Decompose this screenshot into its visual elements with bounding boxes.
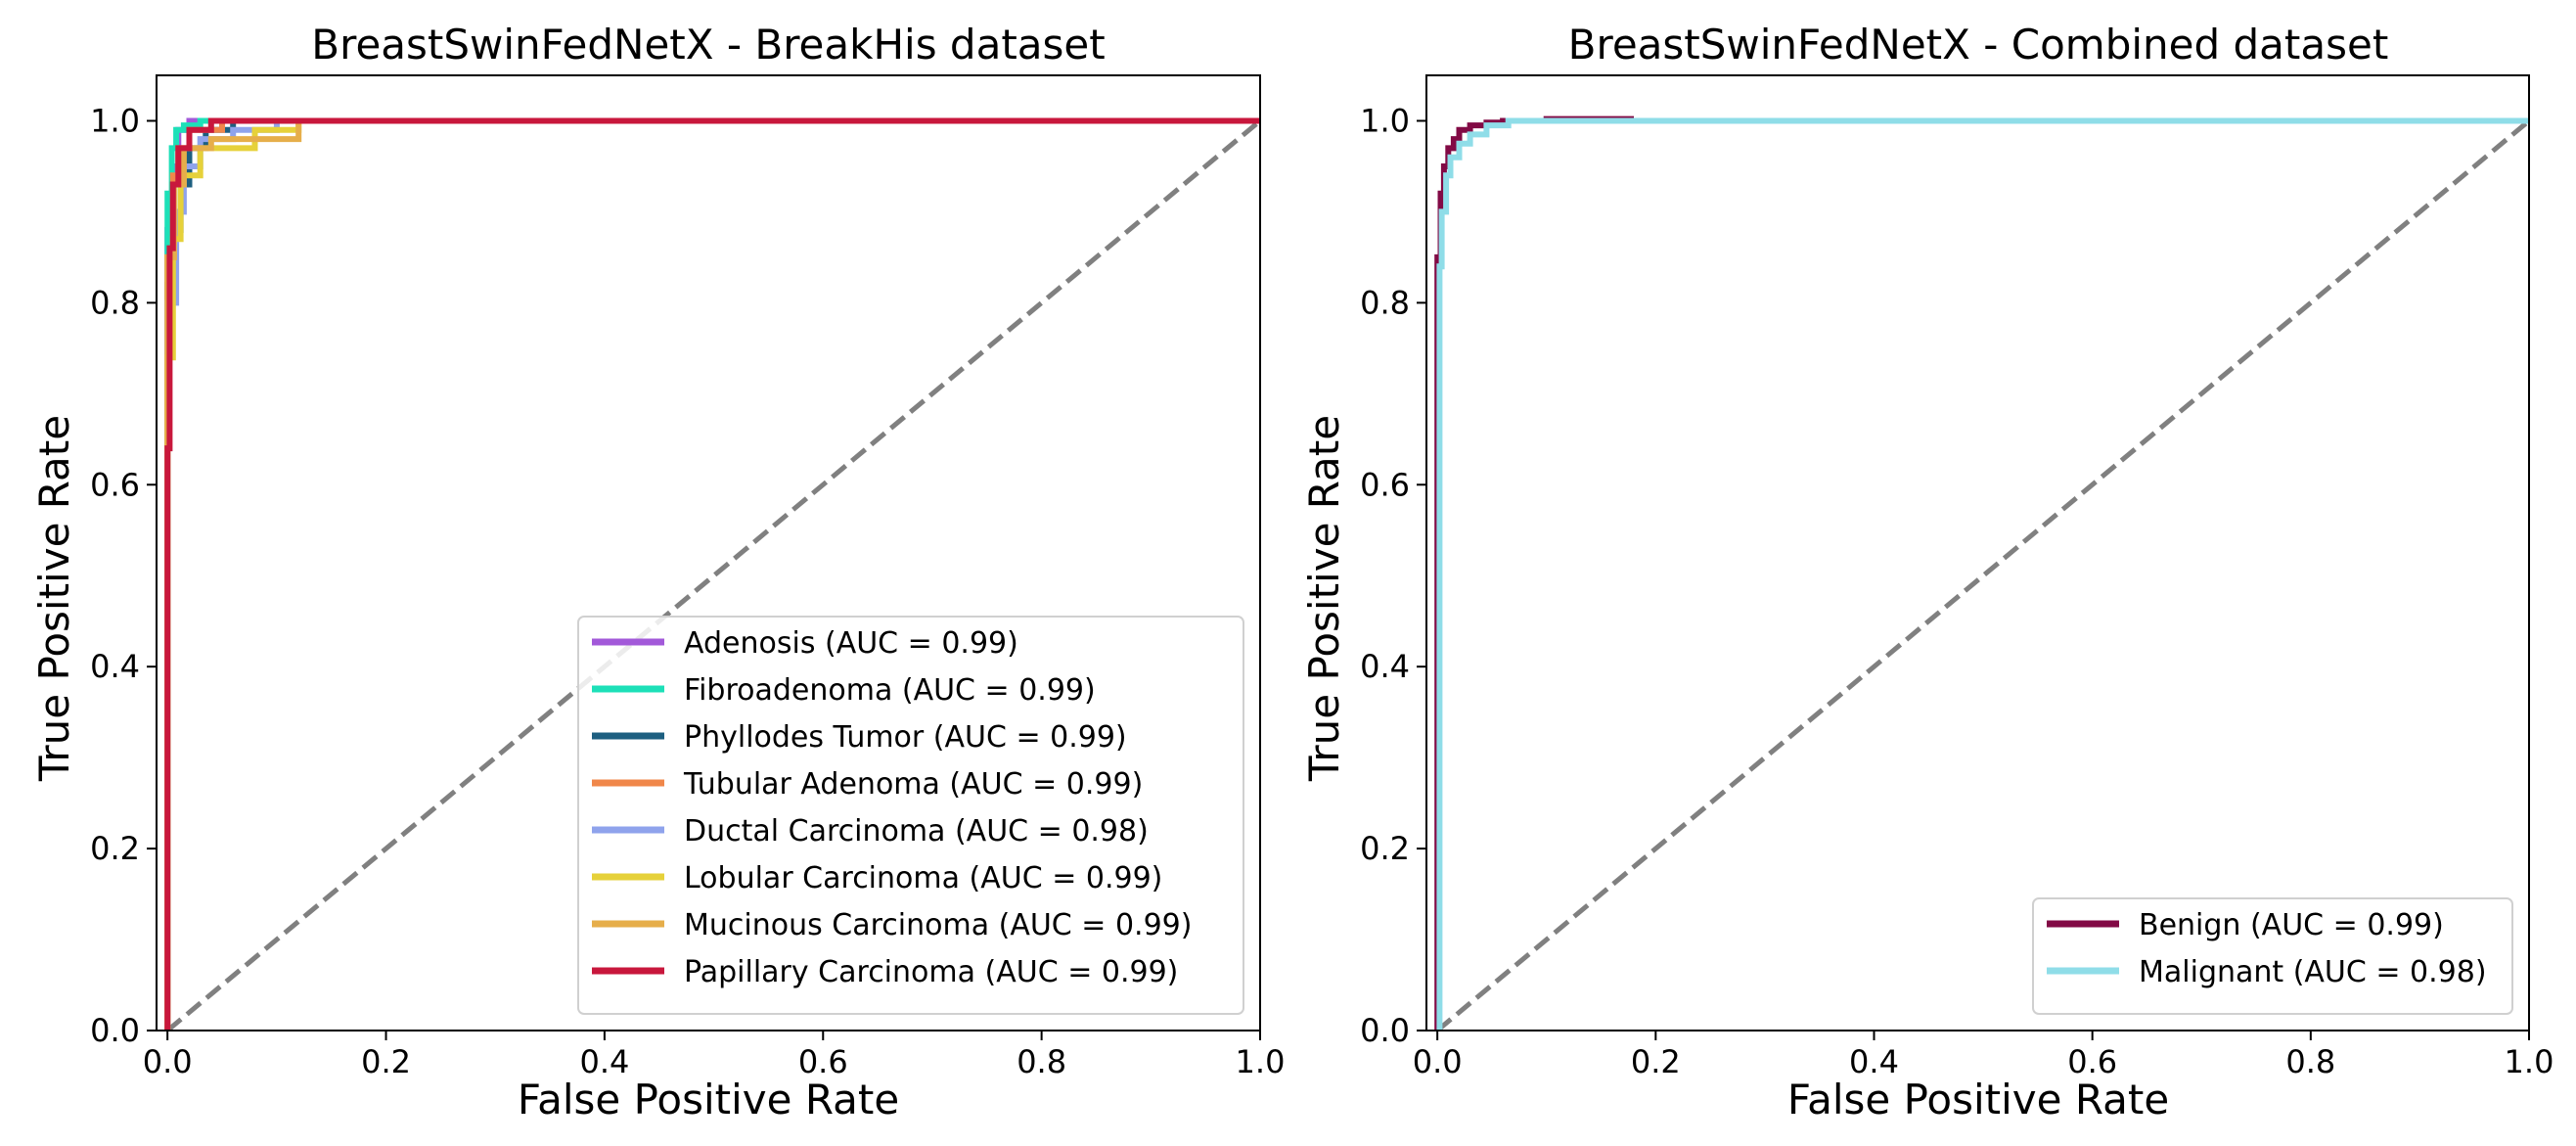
y-tick-label: 0.0 — [90, 1012, 140, 1049]
y-tick-label: 1.0 — [90, 102, 140, 139]
y-tick-label: 0.4 — [90, 648, 140, 685]
x-tick-label: 0.8 — [2285, 1043, 2335, 1080]
legend-box — [577, 616, 1244, 1015]
x-tick-label: 0.4 — [579, 1043, 629, 1080]
series-lines — [164, 117, 1260, 1031]
legend-label: Adenosis (AUC = 0.99) — [684, 626, 1018, 661]
legend-entries: Benign (AUC = 0.99) Malignant (AUC = 0.98… — [2047, 908, 2487, 989]
axes-frame — [1425, 74, 2530, 1031]
legend-box — [2032, 897, 2513, 1015]
x-axis-label: False Positive Rate — [518, 1076, 899, 1123]
legend-label: Malignant (AUC = 0.98) — [2139, 955, 2487, 989]
y-tick-label: 1.0 — [1360, 102, 1410, 139]
y-axis-label: True Positive Rate — [30, 415, 78, 782]
x-tick-label: 0.4 — [1849, 1043, 1899, 1080]
x-tick-label: 0.2 — [1631, 1043, 1681, 1080]
roc-curve-1 — [1436, 117, 2529, 1031]
legend-label: Papillary Carcinoma (AUC = 0.99) — [684, 955, 1178, 989]
x-tick-label: 0.8 — [1017, 1043, 1066, 1080]
legend-label: Phyllodes Tumor (AUC = 0.99) — [684, 720, 1127, 755]
y-tick-label: 0.4 — [1360, 648, 1410, 685]
x-tick-label: 0.0 — [143, 1043, 193, 1080]
x-tick-label: 1.0 — [2505, 1043, 2554, 1080]
legend-label: Lobular Carcinoma (AUC = 0.99) — [684, 861, 1162, 895]
legend-label: Mucinous Carcinoma (AUC = 0.99) — [684, 908, 1192, 942]
x-tick-label: 0.6 — [2067, 1043, 2117, 1080]
series-lines — [1434, 115, 2529, 1031]
roc-panel-combined: BreastSwinFedNetX - Combined dataset Fal… — [1300, 21, 2553, 1123]
roc-curve-0 — [1434, 115, 1634, 1031]
legend-label: Benign (AUC = 0.99) — [2139, 908, 2444, 942]
x-tick-label: 1.0 — [1236, 1043, 1286, 1080]
chance-diagonal-line — [165, 118, 1260, 1031]
chart-title: BreastSwinFedNetX - Combined dataset — [1568, 21, 2389, 69]
y-tick-label: 0.0 — [1360, 1012, 1410, 1049]
y-tick-label: 0.2 — [90, 830, 140, 867]
x-tick-label: 0.0 — [1413, 1043, 1463, 1080]
legend-label: Tubular Adenoma (AUC = 0.99) — [683, 767, 1143, 802]
legend-label: Fibroadenoma (AUC = 0.99) — [684, 673, 1096, 708]
roc-curve-7 — [164, 117, 1260, 1031]
y-axis-label: True Positive Rate — [1300, 415, 1348, 782]
x-tick-label: 0.2 — [361, 1043, 411, 1080]
y-tick-label: 0.2 — [1360, 830, 1410, 867]
legend-entries: Adenosis (AUC = 0.99) Fibroadenoma (AUC =… — [592, 626, 1192, 989]
y-tick-label: 0.8 — [90, 284, 140, 321]
legend-label: Ductal Carcinoma (AUC = 0.98) — [684, 814, 1149, 848]
roc-panel-breakhis: BreastSwinFedNetX - BreakHis dataset Fal… — [30, 21, 1285, 1123]
chart-title: BreastSwinFedNetX - BreakHis dataset — [311, 21, 1105, 69]
axes-frame — [156, 74, 1261, 1031]
chance-diagonal-line — [1435, 118, 2529, 1031]
axes: 0.0 0.2 0.4 0.6 0.8 1.0 0.0 0.2 0.4 0.6 0.8 1.0 — [1360, 102, 2553, 1080]
x-axis-label: False Positive Rate — [1787, 1076, 2169, 1123]
axes: 0.0 0.2 0.4 0.6 0.8 1.0 0.0 0.2 0.4 0.6 0.8 1.0 — [90, 102, 1285, 1080]
y-tick-label: 0.6 — [90, 466, 140, 503]
x-tick-label: 0.6 — [798, 1043, 848, 1080]
y-tick-label: 0.8 — [1360, 284, 1410, 321]
y-tick-label: 0.6 — [1360, 466, 1410, 503]
